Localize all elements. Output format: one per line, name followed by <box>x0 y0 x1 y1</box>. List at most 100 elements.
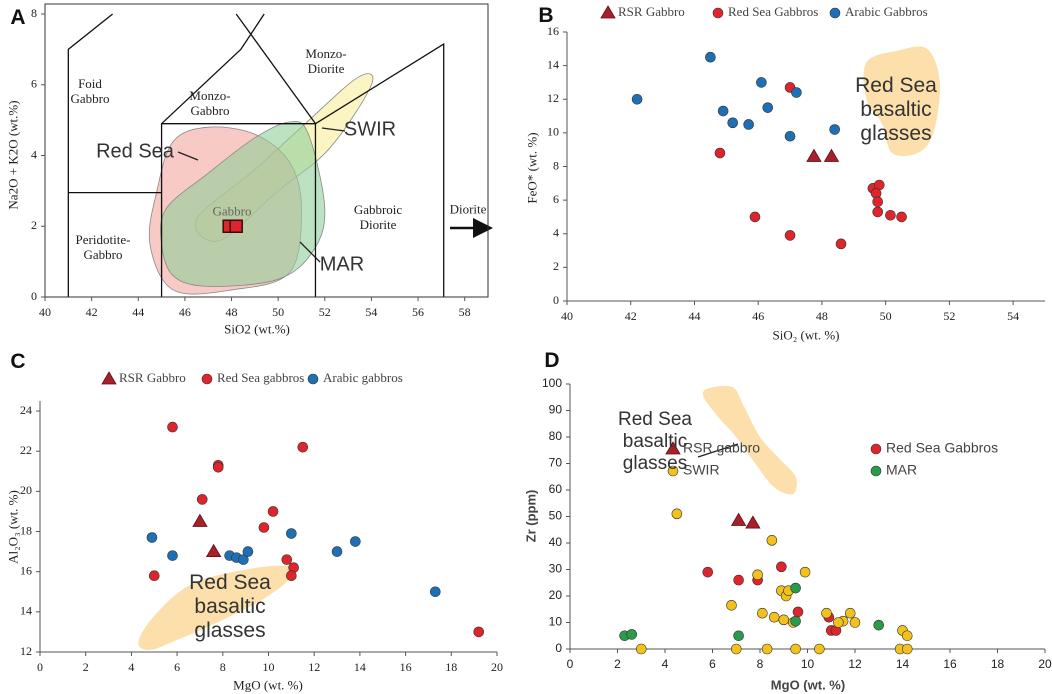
plot-frame <box>44 3 489 298</box>
field-label: Gabbroic Diorite <box>353 202 403 232</box>
y-tick-label: 6 <box>31 77 37 91</box>
y-tick-label: 40 <box>549 535 563 549</box>
panel-letter: A <box>10 5 26 29</box>
legend-marker <box>307 373 319 385</box>
x-tick-label: 20 <box>491 660 503 674</box>
y-tick-label: 80 <box>549 429 563 443</box>
data-point <box>238 554 249 565</box>
x-tick-label: 2 <box>614 657 621 671</box>
data-point <box>242 546 254 557</box>
data-point <box>331 546 343 557</box>
legend-label: Red Sea Gabbros <box>728 4 818 19</box>
region-label: MAR <box>319 253 365 276</box>
data-point <box>212 461 224 473</box>
data-point <box>872 196 884 208</box>
x-tick-label: 6 <box>709 657 716 671</box>
field-label: Gabbro <box>212 203 252 219</box>
data-point <box>192 513 208 527</box>
y-tick-label: 60 <box>549 482 563 496</box>
x-tick-label: 50 <box>880 309 892 323</box>
data-point <box>743 119 754 130</box>
x-axis-label: MgO (wt. %) <box>233 677 303 693</box>
data-point <box>196 494 208 505</box>
data-point <box>281 554 293 565</box>
x-tick-label: 16 <box>400 660 412 674</box>
x-tick-label: 6 <box>174 660 180 674</box>
y-tick-label: 90 <box>549 403 563 417</box>
x-tick-label: 14 <box>896 657 910 671</box>
x-tick-label: 12 <box>848 657 862 671</box>
data-point <box>727 117 739 129</box>
field-boundary <box>315 42 445 297</box>
y-tick-label: 10 <box>547 125 559 139</box>
y-axis-label: FeO* (wt. %) <box>524 132 540 204</box>
data-point <box>799 566 811 578</box>
data-point <box>821 607 832 619</box>
x-tick-label: 8 <box>757 657 764 671</box>
data-point <box>872 206 884 218</box>
x-tick-label: 44 <box>132 305 144 319</box>
data-point <box>761 643 773 655</box>
y-axis-label: Na2O + K2O (wt.%) <box>5 100 21 210</box>
y-tick-label: 8 <box>553 158 559 172</box>
y-tick-label: 8 <box>31 6 37 20</box>
legend-marker <box>201 373 213 385</box>
x-tick-label: 0 <box>567 657 574 671</box>
data-point <box>757 607 768 619</box>
data-point <box>705 51 716 63</box>
legend-marker <box>665 441 681 455</box>
legend-label: Arabic gabbros <box>323 370 403 385</box>
data-point <box>726 599 737 611</box>
data-point <box>778 614 790 626</box>
data-point <box>844 607 856 619</box>
data-point <box>901 643 913 655</box>
y-tick-label: 16 <box>547 24 559 38</box>
data-point <box>702 566 714 578</box>
data-point <box>267 506 279 517</box>
x-tick-label: 20 <box>1038 657 1052 671</box>
data-point <box>631 93 643 105</box>
pointer-line <box>177 151 199 161</box>
data-point <box>473 626 485 638</box>
x-tick-label: 52 <box>319 305 331 319</box>
data-point <box>776 561 787 573</box>
data-point <box>205 543 222 557</box>
x-tick-label: 42 <box>625 309 637 323</box>
y-tick-label: 10 <box>549 615 563 629</box>
region <box>863 46 941 157</box>
y-tick-label: 0 <box>553 293 559 307</box>
x-tick-label: 58 <box>459 305 471 319</box>
region-label: Red Sea basaltic glasses <box>618 409 692 474</box>
y-tick-label: 22 <box>20 443 32 457</box>
pointer-line <box>299 241 321 263</box>
field-boundary <box>67 13 114 297</box>
x-tick-label: 4 <box>662 657 669 671</box>
y-tick-label: 14 <box>20 604 32 618</box>
x-tick-label: 46 <box>179 305 191 319</box>
legend-marker <box>870 465 882 477</box>
data-point <box>784 130 796 142</box>
data-point <box>784 230 796 241</box>
data-point <box>297 441 309 453</box>
x-axis-label: MgO (wt. %) <box>770 677 846 693</box>
x-tick-label: 10 <box>801 657 815 671</box>
pointer-line <box>697 443 739 458</box>
x-tick-label: 56 <box>412 305 424 319</box>
x-tick-label: 54 <box>1007 309 1019 323</box>
field-boundary <box>160 123 317 297</box>
field-label: Monzo- Gabbro <box>189 88 231 118</box>
legend-marker <box>101 371 117 385</box>
legend-label: RSR gabbro <box>683 440 760 456</box>
y-tick-label: 50 <box>549 509 563 523</box>
data-point <box>733 574 744 586</box>
field-label: Peridotite- Gabbro <box>75 232 131 262</box>
data-point <box>730 643 742 655</box>
panel-letter: B <box>538 3 554 27</box>
panel-letter: C <box>10 349 26 373</box>
y-tick-label: 4 <box>553 226 559 240</box>
y-tick-label: 0 <box>31 289 37 303</box>
region-label: Red Sea <box>96 140 174 163</box>
data-point <box>790 643 801 655</box>
